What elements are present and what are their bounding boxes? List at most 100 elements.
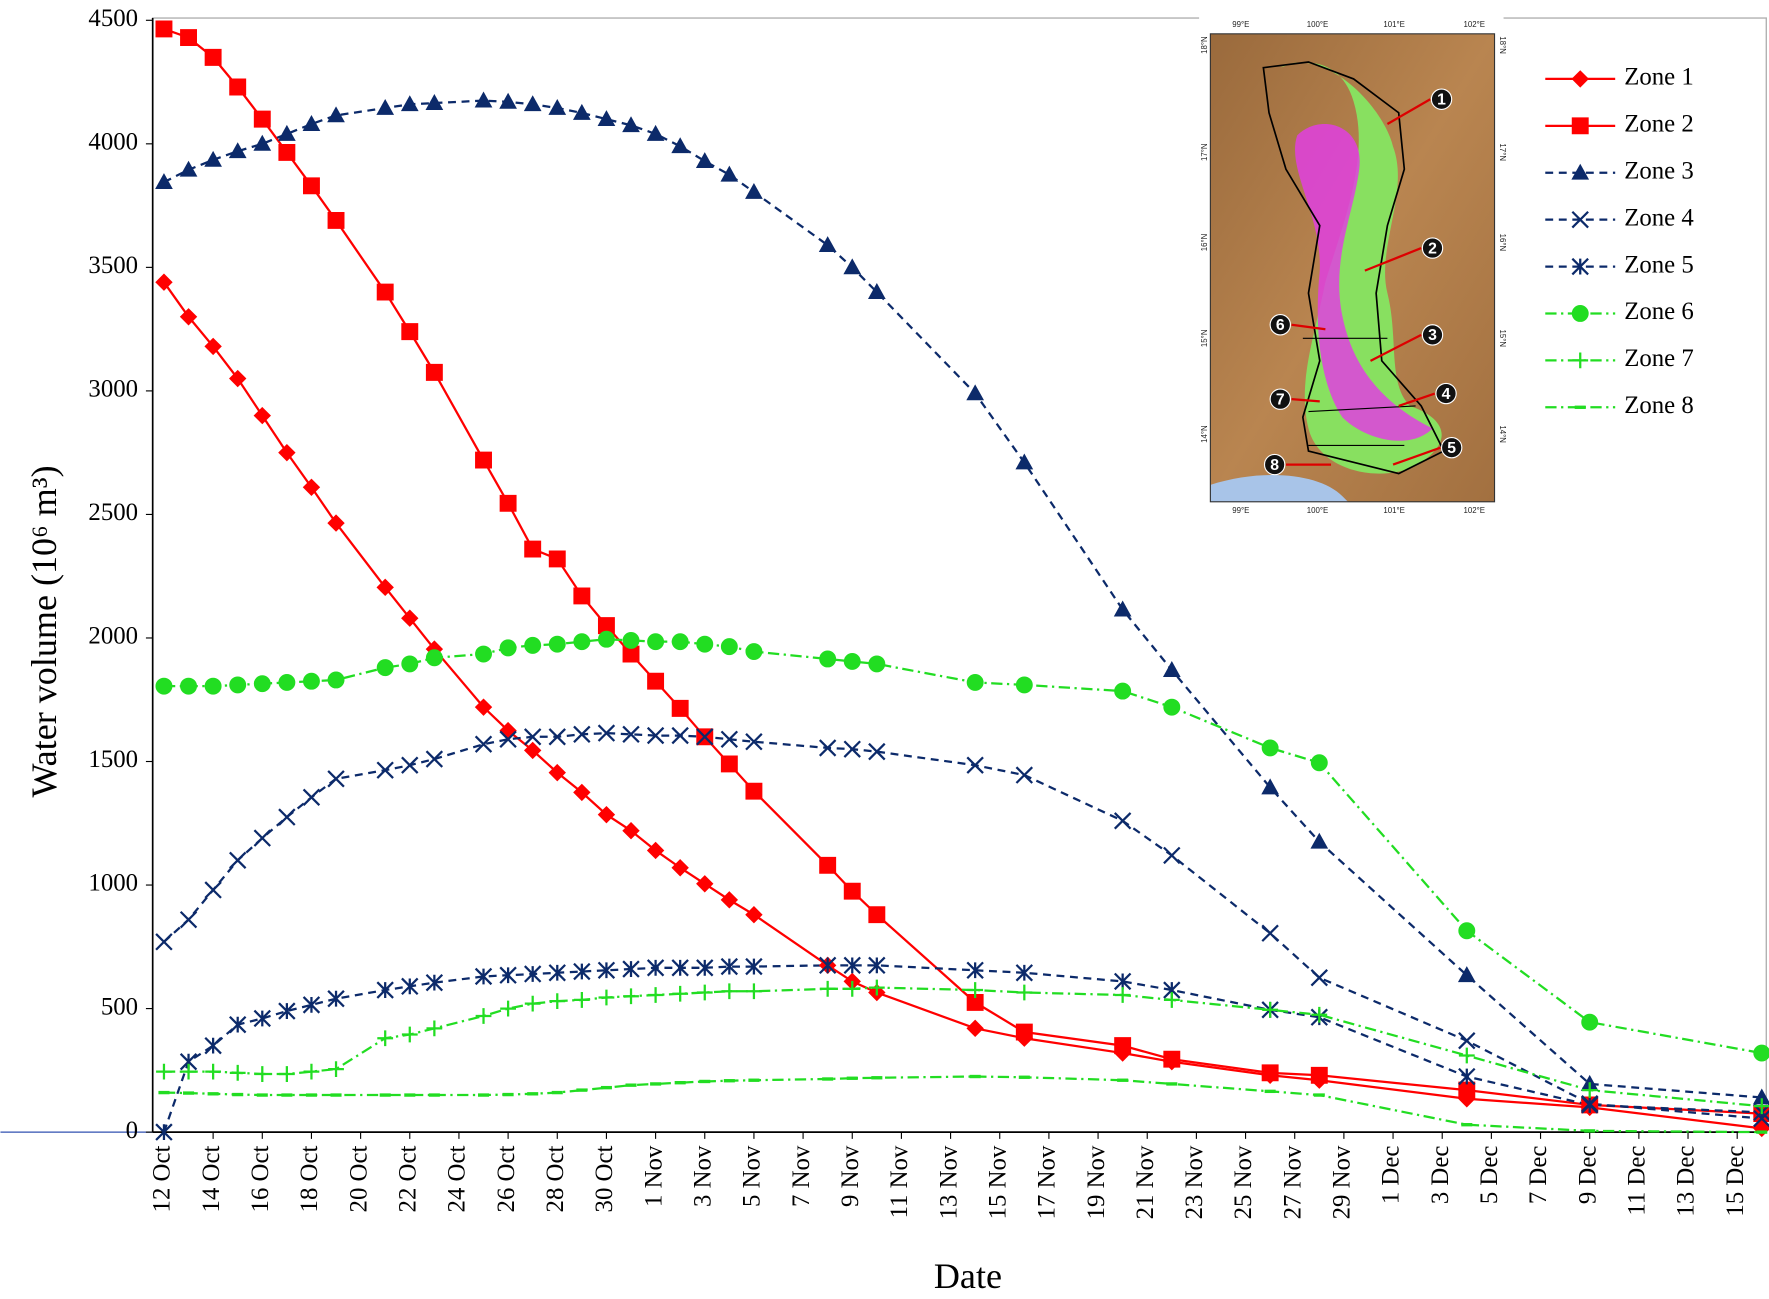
marker	[1459, 923, 1475, 939]
x-tick-label: 12 Oct	[149, 1146, 176, 1213]
marker	[230, 79, 246, 95]
x-tick-label: 9 Dec	[1574, 1146, 1601, 1205]
x-tick-label: 20 Oct	[345, 1146, 372, 1213]
lon-label: 102°E	[1463, 506, 1485, 515]
lat-label: 15°N	[1498, 329, 1507, 347]
zone-number: 2	[1428, 240, 1437, 257]
x-tick-label: 25 Nov	[1230, 1145, 1257, 1219]
marker	[181, 30, 197, 46]
marker	[1115, 1038, 1131, 1054]
page: {"chart_data": { "type": "line", "x_labe…	[0, 0, 1769, 1299]
x-tick-label: 22 Oct	[394, 1146, 421, 1213]
marker	[181, 678, 197, 694]
y-tick-label: 1000	[88, 870, 138, 897]
x-tick-label: 28 Oct	[542, 1146, 569, 1213]
marker	[328, 213, 344, 229]
zone-number: 4	[1442, 386, 1451, 403]
x-axis-title: Date	[934, 1256, 1002, 1296]
marker	[156, 678, 172, 694]
lon-label: 99°E	[1232, 506, 1249, 515]
marker	[1311, 1067, 1327, 1083]
zone-number: 7	[1276, 391, 1285, 408]
y-tick-label: 3500	[88, 252, 138, 279]
legend-label: Zone 6	[1624, 298, 1694, 325]
marker	[377, 660, 393, 676]
marker	[746, 783, 762, 799]
marker	[721, 756, 737, 772]
lat-label: 17°N	[1498, 143, 1507, 161]
marker	[697, 636, 713, 652]
zone-number: 3	[1428, 327, 1437, 344]
lat-label: 18°N	[1200, 36, 1209, 54]
legend-marker	[1572, 306, 1588, 322]
marker	[1016, 677, 1032, 693]
marker	[1459, 1082, 1475, 1098]
x-tick-label: 13 Dec	[1673, 1146, 1700, 1217]
lat-label: 15°N	[1200, 329, 1209, 347]
marker	[476, 452, 492, 468]
marker	[1164, 1051, 1180, 1067]
x-tick-label: 3 Dec	[1427, 1146, 1454, 1205]
y-tick-label: 0	[126, 1117, 138, 1144]
x-tick-label: 7 Dec	[1525, 1146, 1552, 1205]
lon-label: 101°E	[1383, 506, 1405, 515]
x-tick-label: 27 Nov	[1279, 1145, 1306, 1219]
marker	[402, 324, 418, 340]
lat-label: 14°N	[1498, 425, 1507, 443]
x-tick-label: 9 Nov	[837, 1145, 864, 1207]
x-tick-label: 30 Oct	[591, 1146, 618, 1213]
x-tick-label: 17 Nov	[1034, 1145, 1061, 1219]
x-tick-label: 23 Nov	[1181, 1145, 1208, 1219]
lat-label: 14°N	[1200, 425, 1209, 443]
x-tick-label: 5 Dec	[1476, 1146, 1503, 1205]
y-tick-label: 500	[101, 993, 138, 1020]
marker	[426, 364, 442, 380]
lon-label: 101°E	[1383, 20, 1405, 29]
marker	[869, 907, 885, 923]
x-tick-label: 5 Nov	[739, 1145, 766, 1207]
x-tick-label: 3 Nov	[689, 1145, 716, 1207]
y-tick-label: 2000	[88, 623, 138, 650]
y-tick-label: 4500	[88, 5, 138, 32]
marker	[549, 636, 565, 652]
marker	[1262, 740, 1278, 756]
x-tick-label: 11 Dec	[1624, 1146, 1651, 1216]
x-tick-label: 15 Nov	[984, 1145, 1011, 1219]
marker	[574, 588, 590, 604]
marker	[1754, 1045, 1769, 1061]
marker	[844, 883, 860, 899]
x-tick-label: 24 Oct	[444, 1146, 471, 1213]
marker	[279, 675, 295, 691]
y-tick-label: 3000	[88, 376, 138, 403]
lon-label: 102°E	[1463, 20, 1485, 29]
y-tick-label: 4000	[88, 129, 138, 156]
marker	[672, 700, 688, 716]
legend-label: Zone 3	[1624, 157, 1694, 184]
legend-label: Zone 4	[1624, 204, 1694, 231]
x-tick-label: 18 Oct	[296, 1146, 323, 1213]
lon-label: 99°E	[1232, 20, 1249, 29]
legend-marker	[1572, 118, 1588, 134]
marker	[500, 640, 516, 656]
marker	[1164, 699, 1180, 715]
x-tick-label: 19 Nov	[1083, 1145, 1110, 1219]
x-tick-label: 7 Nov	[788, 1145, 815, 1207]
marker	[623, 633, 639, 649]
x-tick-label: 16 Oct	[247, 1146, 274, 1213]
legend-label: Zone 8	[1624, 392, 1694, 419]
lon-label: 100°E	[1307, 506, 1329, 515]
x-tick-label: 26 Oct	[493, 1146, 520, 1213]
marker	[304, 673, 320, 689]
zone-number: 1	[1437, 92, 1446, 109]
x-tick-label: 14 Oct	[198, 1146, 225, 1213]
marker	[820, 651, 836, 667]
legend-label: Zone 2	[1624, 111, 1694, 138]
lat-label: 16°N	[1200, 233, 1209, 251]
marker	[426, 650, 442, 666]
marker	[672, 634, 688, 650]
chart: 12345678 99°E 100°E 101°E 102°E 99°E 100…	[0, 0, 1769, 1299]
zone-number: 8	[1270, 457, 1279, 474]
marker	[476, 646, 492, 662]
marker	[525, 637, 541, 653]
